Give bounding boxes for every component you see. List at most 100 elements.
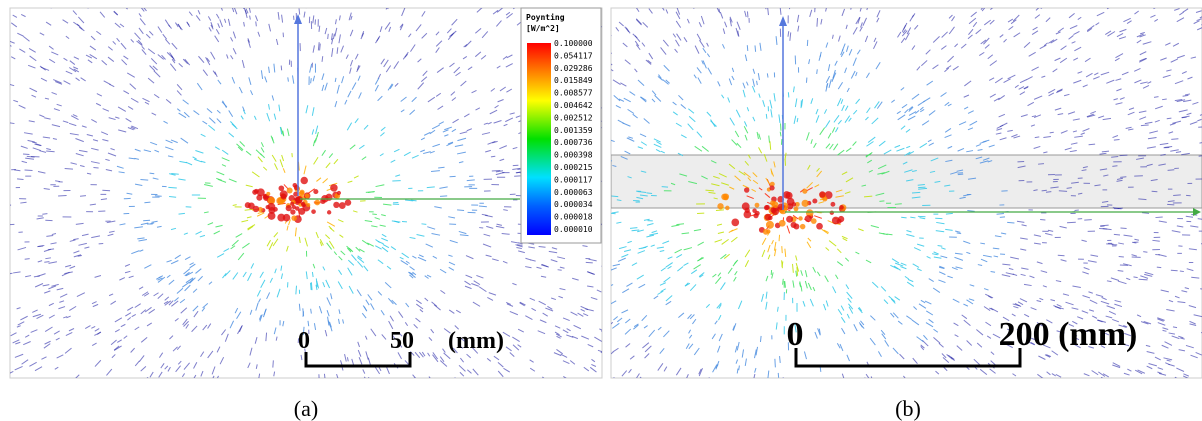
field-arrow <box>331 47 334 57</box>
scale-start: 0 <box>787 316 804 353</box>
field-arrow <box>457 344 464 349</box>
field-arrow <box>677 266 684 272</box>
field-arrow <box>450 91 456 96</box>
field-arrow <box>213 230 221 235</box>
field-arrow <box>459 337 467 343</box>
field-arrow <box>125 312 132 317</box>
field-arrow <box>330 326 333 332</box>
field-arrow <box>434 206 442 209</box>
field-arrow <box>193 310 199 318</box>
field-arrow <box>1093 76 1100 80</box>
field-arrow <box>200 351 205 358</box>
field-arrow <box>214 35 220 43</box>
field-arrow <box>493 120 502 124</box>
field-arrow <box>172 346 178 352</box>
field-arrow <box>330 33 333 41</box>
field-arrow <box>1154 18 1159 22</box>
field-arrow <box>442 129 449 133</box>
field-arrow <box>381 246 389 253</box>
field-arrow <box>758 187 763 191</box>
field-arrow <box>1039 44 1047 50</box>
field-arrow <box>1060 130 1068 134</box>
field-arrow <box>621 370 628 377</box>
field-arrow <box>499 158 505 162</box>
field-arrow <box>325 279 331 289</box>
field-arrow <box>701 145 709 152</box>
field-arrow <box>1107 31 1116 37</box>
field-arrow <box>636 274 644 280</box>
field-arrow <box>972 21 978 28</box>
field-arrow <box>657 75 664 81</box>
field-arrow <box>531 307 537 312</box>
field-arrow <box>852 141 857 146</box>
field-arrow <box>823 109 828 114</box>
field-arrow <box>732 325 735 331</box>
field-arrow <box>501 232 510 235</box>
field-arrow <box>648 52 654 60</box>
field-arrow <box>730 236 738 243</box>
field-arrow <box>325 234 331 240</box>
scale-bar <box>794 348 1022 368</box>
field-arrow <box>871 281 879 288</box>
hot-spot <box>333 201 340 209</box>
field-arrow <box>611 63 613 66</box>
field-arrow <box>51 91 57 95</box>
field-arrow <box>432 143 440 148</box>
hot-spot <box>298 190 305 197</box>
field-arrow <box>767 370 770 378</box>
field-arrow <box>36 217 44 220</box>
field-arrow <box>114 317 123 323</box>
field-arrow <box>1152 239 1160 242</box>
field-arrow <box>111 354 116 359</box>
field-arrow <box>271 154 277 162</box>
field-arrow <box>551 247 558 250</box>
field-arrow <box>1099 152 1107 155</box>
field-arrow <box>183 320 189 327</box>
field-arrow <box>136 40 143 46</box>
field-arrow <box>837 81 843 90</box>
field-arrow <box>358 248 365 253</box>
field-arrow <box>536 266 542 269</box>
field-arrow <box>928 110 936 116</box>
field-arrow <box>206 57 210 63</box>
field-arrow <box>260 70 264 80</box>
field-arrow <box>118 171 125 174</box>
field-arrow <box>936 221 945 225</box>
field-arrow <box>170 227 177 231</box>
legend-label: 0.054117 <box>554 51 593 60</box>
field-arrow <box>160 363 165 369</box>
field-arrow <box>313 323 317 331</box>
field-arrow <box>140 8 145 12</box>
field-arrow <box>1056 330 1065 334</box>
field-arrow <box>202 324 208 331</box>
field-arrow <box>525 266 532 269</box>
field-arrow <box>365 191 375 193</box>
field-arrow <box>138 27 144 35</box>
field-arrow <box>678 94 684 101</box>
field-arrow <box>273 232 279 238</box>
field-arrow <box>963 319 971 327</box>
field-arrow <box>837 308 843 316</box>
field-arrow <box>892 347 899 355</box>
field-arrow <box>478 286 487 293</box>
field-arrow <box>231 239 239 247</box>
field-arrow <box>20 145 28 149</box>
field-arrow <box>393 61 400 69</box>
field-arrow <box>214 146 220 151</box>
field-arrow <box>649 232 659 236</box>
field-arrow <box>91 119 98 123</box>
field-arrow <box>268 104 270 110</box>
field-arrow <box>1082 295 1091 299</box>
field-arrow <box>1017 165 1026 169</box>
hot-spot <box>293 191 299 197</box>
field-arrow <box>286 225 289 231</box>
field-arrow <box>860 22 863 28</box>
field-arrow <box>120 42 127 50</box>
field-arrow <box>1086 27 1093 33</box>
field-arrow <box>1047 229 1054 232</box>
field-arrow <box>324 329 328 337</box>
field-arrow <box>918 186 926 189</box>
field-arrow <box>1007 74 1016 80</box>
field-arrow <box>983 37 990 45</box>
field-arrow <box>702 60 707 69</box>
